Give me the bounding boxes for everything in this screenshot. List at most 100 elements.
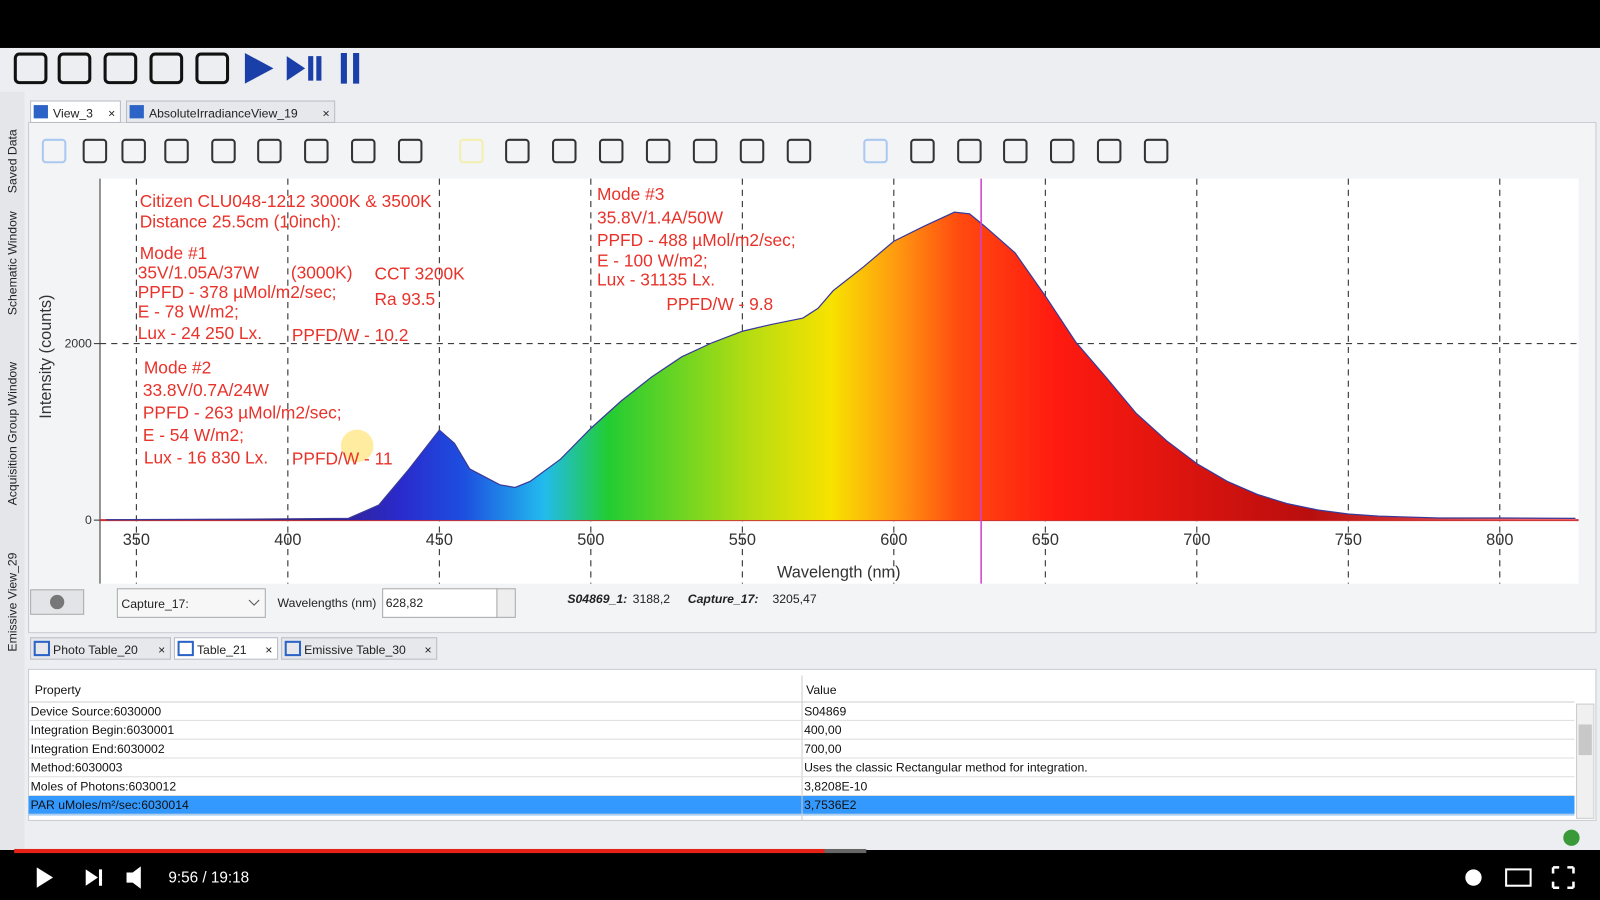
step-button[interactable] — [286, 56, 322, 81]
y-tick-label: 2000 — [65, 337, 92, 351]
chart-tool-button[interactable] — [957, 138, 982, 164]
table-tab-label: Emissive Table_30 — [304, 643, 406, 657]
toolbar-button[interactable] — [149, 52, 184, 85]
toolbar-button[interactable] — [57, 52, 92, 85]
annotation: 35V/1.05A/37W — [138, 263, 260, 283]
chart-tool-button[interactable] — [397, 138, 423, 164]
side-tab[interactable]: Acquisition Group Window — [5, 362, 19, 506]
chart-tool-button[interactable] — [1050, 138, 1075, 164]
chart-tool-button[interactable] — [505, 138, 530, 164]
tab-close: × — [424, 643, 431, 657]
table-header: Property — [35, 683, 82, 697]
play-button[interactable] — [36, 867, 54, 888]
scrollbar[interactable] — [1576, 703, 1595, 819]
side-tab[interactable]: Schematic Window — [5, 211, 19, 315]
tab-icon — [33, 640, 50, 657]
table-cell: 3,8208E-10 — [804, 779, 867, 793]
table-cell: S04869 — [804, 704, 846, 718]
chart-tool-button[interactable] — [82, 138, 108, 164]
x-tick-label: 500 — [577, 531, 604, 549]
table-tab[interactable] — [281, 637, 438, 660]
table-cell: 700,00 — [804, 742, 842, 756]
view-tab-label: View_3 — [53, 106, 93, 120]
annotation: E - 100 W/m2; — [597, 250, 708, 270]
spinner[interactable] — [496, 588, 516, 618]
spectrum-area — [106, 212, 1576, 521]
chart-tool-button[interactable] — [645, 138, 671, 164]
tab-close: × — [108, 106, 115, 120]
table-cell: Device Source:6030000 — [31, 704, 162, 718]
wavelength-value: 628,82 — [386, 596, 424, 610]
annotation: (3000K) — [291, 263, 353, 283]
tab-icon — [284, 640, 302, 657]
toolbar-button[interactable] — [195, 52, 230, 85]
wavelength-input[interactable] — [382, 588, 498, 618]
y-axis-label: Intensity (counts) — [37, 295, 55, 419]
side-tab[interactable]: Emissive View_29 — [5, 552, 19, 651]
annotation: 33.8V/0.7A/24W — [143, 380, 270, 400]
pause-button[interactable] — [340, 53, 360, 84]
x-tick-label: 350 — [123, 531, 150, 549]
toolbar-button[interactable] — [13, 52, 48, 85]
chart-tool-button[interactable] — [863, 138, 888, 164]
chart-tool-button[interactable] — [1096, 138, 1122, 164]
theater-button[interactable] — [1505, 868, 1532, 887]
fullscreen-button[interactable] — [1551, 866, 1575, 890]
chart-tool-button[interactable] — [910, 138, 935, 164]
chart-tool-button[interactable] — [786, 138, 812, 164]
table-cell: Moles of Photons:6030012 — [31, 779, 177, 793]
view-tab[interactable] — [30, 100, 121, 123]
chart-tool-button[interactable] — [211, 138, 236, 164]
table-tab-label: Photo Table_20 — [53, 643, 138, 657]
settings-button[interactable] — [1465, 869, 1482, 886]
chart-tool-button[interactable] — [41, 138, 67, 164]
table-tab[interactable] — [173, 637, 279, 660]
tab-close: × — [265, 643, 272, 657]
annotation: Lux - 31135 Lx. — [597, 270, 715, 290]
x-tick-label: 450 — [426, 531, 453, 549]
chart-tool-button[interactable] — [552, 138, 577, 164]
play-acquire-button[interactable] — [244, 53, 274, 84]
chart-tool-button[interactable] — [121, 138, 146, 164]
table-tab-label: Table_21 — [197, 643, 247, 657]
volume-button[interactable] — [126, 866, 141, 889]
chart-tool-button[interactable] — [351, 138, 376, 164]
toolbar-button[interactable] — [103, 52, 138, 85]
mouse-highlight — [340, 429, 374, 463]
annotation: PPFD/W - 9.8 — [666, 294, 773, 314]
readout-name: Capture_17: — [688, 592, 759, 606]
scroll-thumb[interactable] — [1578, 724, 1592, 756]
annotation: CCT 3200K — [374, 264, 465, 284]
chart-tool-button[interactable] — [459, 138, 484, 164]
annotation: Ra 93.5 — [374, 289, 435, 309]
table-cell: Integration End:6030002 — [31, 742, 165, 756]
status-light — [1563, 829, 1580, 846]
y-tick-label: 0 — [85, 513, 92, 527]
spectrum-outline — [106, 211, 1576, 521]
chart-tool-button[interactable] — [1003, 138, 1028, 164]
chart-tool-button[interactable] — [257, 138, 282, 164]
x-tick-label: 400 — [274, 531, 301, 549]
view-tab[interactable] — [126, 100, 336, 123]
player-bar — [0, 850, 1600, 900]
chart-tool-button[interactable] — [1143, 138, 1169, 164]
tab-close: × — [322, 106, 329, 120]
next-button[interactable] — [85, 869, 103, 886]
annotation: PPFD - 488 µMol/m2/sec; — [597, 230, 796, 250]
side-tab[interactable]: Saved Data — [5, 129, 19, 193]
chart-tool-button[interactable] — [598, 138, 624, 164]
x-tick-label: 600 — [880, 531, 907, 549]
dropdown-arrow — [248, 599, 260, 606]
progress-bar[interactable] — [14, 848, 825, 854]
annotation: Mode #1 — [140, 243, 207, 263]
table-tab[interactable] — [30, 637, 171, 660]
annotation: E - 54 W/m2; — [143, 425, 244, 445]
chart-tool-button[interactable] — [164, 138, 189, 164]
chart-tool-button[interactable] — [692, 138, 718, 164]
dropdown[interactable] — [116, 588, 266, 618]
readout-value: 3188,2 — [633, 592, 671, 606]
chart-tool-button[interactable] — [304, 138, 329, 164]
chart-tool-button[interactable] — [739, 138, 765, 164]
tab-icon — [33, 105, 48, 119]
